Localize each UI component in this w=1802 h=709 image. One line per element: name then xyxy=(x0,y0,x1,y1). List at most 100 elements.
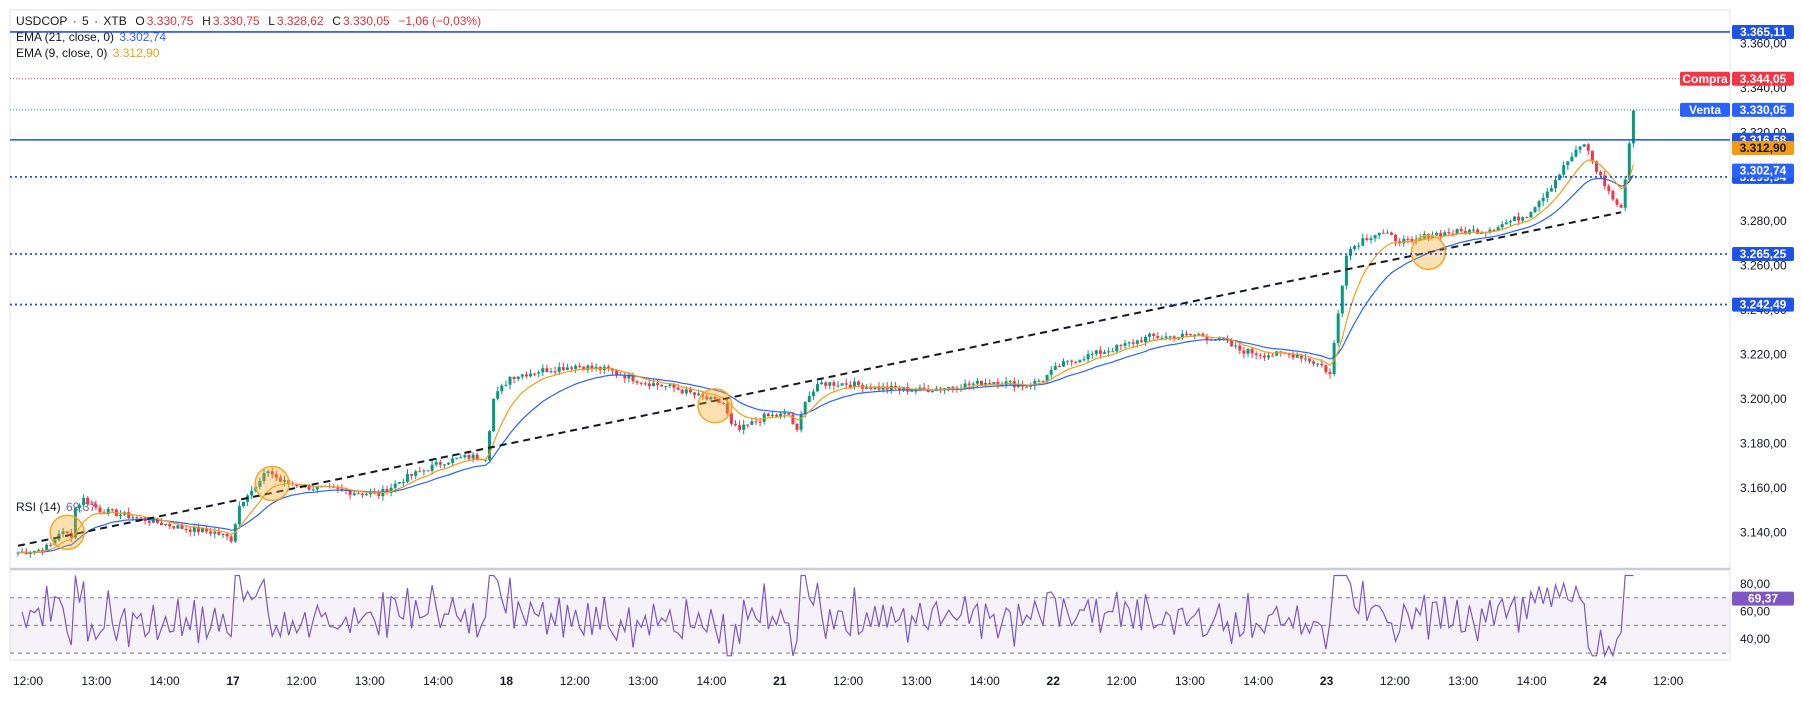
buy-tag xyxy=(1680,71,1730,86)
candle-body xyxy=(1291,354,1295,358)
candle-body xyxy=(1472,229,1475,231)
candle-body xyxy=(520,374,524,377)
x-tick-label: 12:00 xyxy=(833,674,863,688)
candle-body xyxy=(307,484,311,490)
candle-body xyxy=(451,458,455,463)
candle-body xyxy=(783,413,787,415)
candle-body xyxy=(1390,232,1393,235)
candle-body xyxy=(1086,354,1090,360)
candle-body xyxy=(1566,161,1570,166)
candle-body xyxy=(1049,369,1053,375)
ema9-legend[interactable]: EMA (9, close, 0) 3.312,90 xyxy=(16,46,161,60)
candle-body xyxy=(447,462,450,465)
candle-body xyxy=(865,387,869,389)
candle-body xyxy=(1562,165,1566,175)
candle-body xyxy=(1558,174,1562,181)
candle-body xyxy=(1008,381,1012,383)
candle-body xyxy=(1074,361,1078,363)
candle-body xyxy=(1431,235,1434,238)
candle-body xyxy=(828,382,832,386)
candle-body xyxy=(492,398,496,432)
candle-body xyxy=(45,544,49,552)
separator: · xyxy=(94,14,99,28)
candle-body xyxy=(426,470,430,472)
candle-body xyxy=(1135,340,1139,344)
candle-body xyxy=(73,507,77,538)
candle-body xyxy=(459,457,463,459)
candle-body xyxy=(1238,345,1242,351)
candle-body xyxy=(1131,342,1135,344)
rsi-line xyxy=(21,574,1634,658)
highlight-circle xyxy=(697,387,733,424)
highlight-circle xyxy=(49,514,85,551)
candle-body xyxy=(1611,190,1615,200)
candle-body xyxy=(1094,350,1098,354)
candle-body xyxy=(1521,217,1525,221)
candle-body xyxy=(1164,336,1168,338)
candle-body xyxy=(209,531,213,534)
x-tick-label: 13:00 xyxy=(1175,674,1205,688)
candle-body xyxy=(369,492,373,495)
y-tick-label: 3.280,00 xyxy=(1740,214,1787,228)
candle-body xyxy=(496,391,500,399)
candle-body xyxy=(1316,363,1320,365)
candle-body xyxy=(1455,229,1459,234)
price-tag-label: 3.330,05 xyxy=(1740,103,1787,117)
price-tag-label: 3.344,05 xyxy=(1740,72,1787,86)
candle-body xyxy=(274,474,278,478)
ema21-label: EMA (21, close, 0) xyxy=(16,30,115,44)
candle-body xyxy=(680,389,684,394)
candle-body xyxy=(1148,333,1152,337)
candle-body xyxy=(430,464,434,471)
candle-body xyxy=(225,534,229,537)
candle-body xyxy=(1582,144,1586,147)
candle-body xyxy=(196,526,200,532)
candle-body xyxy=(147,521,151,523)
x-tick-label: 24 xyxy=(1593,674,1607,688)
candle-body xyxy=(844,383,848,385)
candle-body xyxy=(365,494,368,496)
candle-body xyxy=(135,517,139,519)
candle-body xyxy=(541,368,545,373)
candle-body xyxy=(356,493,360,495)
candle-body xyxy=(172,526,176,529)
candle-body xyxy=(553,371,557,373)
candle-body xyxy=(1599,171,1603,176)
x-tick-label: 13:00 xyxy=(355,674,385,688)
candle-body xyxy=(336,487,340,489)
x-tick-label: 21 xyxy=(773,674,787,688)
candle-body xyxy=(975,380,979,384)
candle-body xyxy=(1328,372,1332,375)
candle-body xyxy=(795,423,799,430)
interval: 5 xyxy=(82,14,89,28)
candle-body xyxy=(360,493,364,495)
candle-body xyxy=(1201,333,1205,337)
candle-body xyxy=(278,477,282,482)
y-tick-label: 3.360,00 xyxy=(1740,36,1787,50)
x-tick-label: 12:00 xyxy=(1653,674,1683,688)
candle-body xyxy=(131,517,135,519)
candle-body xyxy=(996,381,1000,385)
x-tick-label: 13:00 xyxy=(628,674,658,688)
candle-body xyxy=(311,489,315,491)
ema21-legend[interactable]: EMA (21, close, 0) 3.302,74 xyxy=(16,30,168,44)
candle-body xyxy=(61,531,65,534)
candle-body xyxy=(1504,222,1508,225)
candle-body xyxy=(1103,352,1106,354)
candle-body xyxy=(787,413,791,415)
candle-body xyxy=(639,382,643,384)
candle-body xyxy=(898,388,901,390)
candle-body xyxy=(250,490,254,496)
candle-body xyxy=(1057,366,1061,368)
candle-body xyxy=(1246,349,1250,354)
rsi-tick-label: 80,00 xyxy=(1740,577,1770,591)
candle-body xyxy=(262,473,266,482)
candle-body xyxy=(1234,345,1238,347)
candle-body xyxy=(832,382,836,386)
candle-body xyxy=(766,413,770,417)
candle-body xyxy=(660,384,664,387)
candle-body xyxy=(836,385,840,387)
candle-body xyxy=(1406,238,1410,240)
candle-body xyxy=(422,470,426,472)
